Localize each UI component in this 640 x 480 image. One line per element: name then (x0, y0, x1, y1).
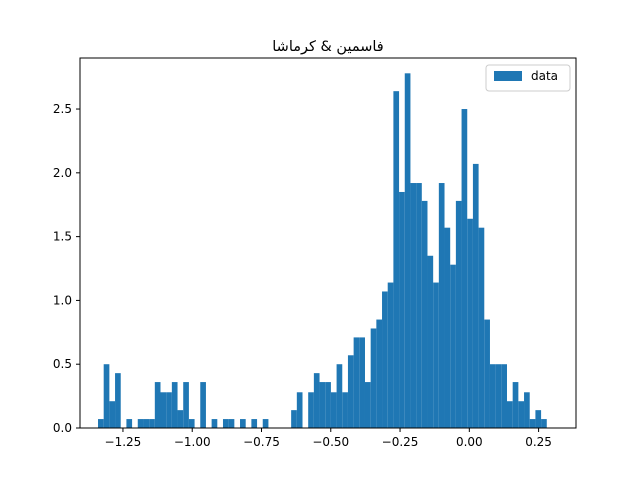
histogram-bar (535, 410, 542, 428)
histogram-bar (416, 183, 422, 428)
histogram-bar (410, 183, 417, 428)
histogram-bar (461, 109, 468, 428)
histogram-bar (501, 364, 507, 428)
histogram-bar (507, 401, 513, 428)
histogram-bar (126, 419, 133, 428)
histogram-bar (364, 382, 371, 428)
histogram-bar (177, 410, 184, 428)
histogram-bar (325, 382, 331, 428)
histogram-bar (342, 392, 348, 428)
histogram-bar (240, 419, 246, 428)
histogram-bar (166, 392, 172, 428)
histogram-bar (399, 191, 405, 428)
histogram-bar (308, 392, 314, 428)
legend-swatch (494, 71, 522, 81)
plot-frame (79, 57, 577, 429)
histogram-bar (330, 392, 337, 428)
histogram-bar (98, 419, 104, 428)
histogram-bar (109, 401, 116, 428)
histogram-bar (421, 200, 428, 428)
histogram-bar (296, 392, 303, 428)
histogram-bar (143, 419, 150, 428)
histogram-bar (115, 373, 121, 428)
x-tick-label: 0.00 (456, 435, 483, 449)
x-axis: −1.25 −1.00 −0.75 −0.50 −0.25 0.00 0.25 (105, 428, 552, 449)
histogram-bar (472, 163, 479, 428)
y-axis: 0.0 0.5 1.0 1.5 2.0 2.5 (53, 102, 80, 435)
histogram-bar (222, 419, 229, 428)
y-tick-label: 1.5 (53, 230, 72, 244)
x-tick-label: −0.50 (312, 435, 349, 449)
histogram-bar (484, 319, 490, 428)
y-tick-label: 0.5 (53, 357, 72, 371)
y-tick-label: 2.0 (53, 166, 72, 180)
histogram-bar (438, 183, 445, 428)
legend-label: data (531, 69, 558, 83)
histogram-bar (200, 382, 206, 428)
histogram-bar (376, 319, 383, 428)
histogram-bars (98, 73, 547, 429)
histogram-bar (188, 419, 195, 428)
histogram-bar (541, 419, 547, 428)
y-tick-label: 1.0 (53, 293, 72, 307)
histogram-bar (262, 419, 269, 428)
histogram-bar (313, 373, 320, 428)
histogram-bar (427, 255, 434, 428)
histogram-bar (171, 382, 178, 428)
histogram-bar (478, 227, 485, 428)
histogram-bar (347, 355, 354, 428)
x-tick-label: 0.25 (525, 435, 552, 449)
histogram-bar (160, 392, 167, 428)
histogram-bar (291, 410, 297, 428)
histogram-bar (319, 382, 326, 428)
x-tick-label: −1.25 (105, 435, 142, 449)
histogram-bar (211, 419, 218, 428)
histogram-bar (149, 419, 155, 428)
histogram-bar (103, 364, 110, 428)
chart-title: فاسمین & کرماشا (272, 39, 383, 55)
histogram-bar (359, 337, 365, 428)
histogram-bar (251, 419, 258, 428)
x-tick-label: −1.00 (174, 435, 211, 449)
histogram-bar (529, 419, 536, 428)
histogram-bar (455, 200, 462, 428)
histogram-bar (154, 382, 161, 428)
histogram-bar (489, 364, 496, 428)
legend: data (485, 64, 571, 92)
histogram-bar (228, 419, 235, 428)
histogram-bar (370, 328, 377, 428)
histogram-bar (137, 419, 144, 428)
histogram-bar (183, 382, 189, 428)
histogram-bar (433, 282, 439, 428)
y-tick-label: 0.0 (53, 421, 72, 435)
histogram-bar (495, 364, 502, 428)
histogram-bar (450, 264, 456, 428)
histogram-bar (444, 227, 451, 428)
histogram-bar (524, 392, 530, 428)
histogram-bar (393, 91, 400, 429)
histogram-bar (467, 218, 473, 428)
histogram-bar (336, 364, 343, 428)
x-tick-label: −0.75 (243, 435, 280, 449)
histogram-bar (382, 291, 388, 428)
histogram-bar (512, 382, 519, 428)
histogram-bar (387, 282, 394, 428)
histogram-bar (353, 337, 360, 428)
x-tick-label: −0.25 (382, 435, 419, 449)
histogram-bar (404, 73, 411, 428)
y-tick-label: 2.5 (53, 102, 72, 116)
histogram-bar (518, 401, 525, 428)
